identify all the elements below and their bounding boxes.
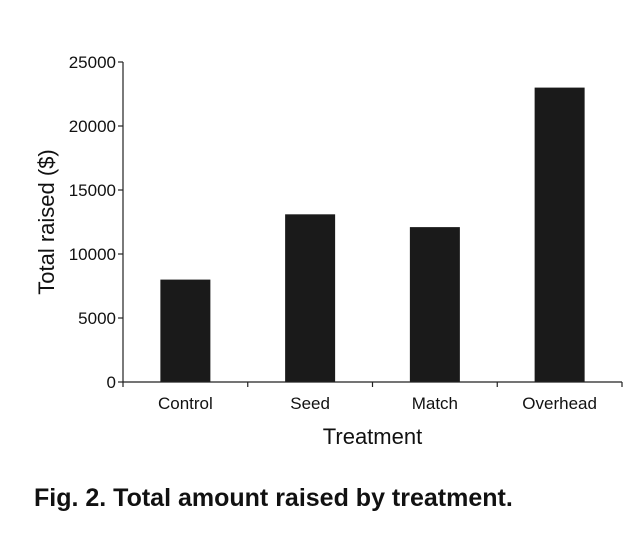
x-tick-label-seed: Seed xyxy=(290,394,330,413)
bar-chart: 0 5000 10000 15000 20000 25000 Control Seed Matc… xyxy=(34,53,623,449)
bar-seed xyxy=(285,214,336,382)
x-tick-label-control: Control xyxy=(158,394,213,413)
y-tick-label-10000: 10000 xyxy=(69,245,116,264)
y-tick-label-25000: 25000 xyxy=(69,53,116,72)
bar-control xyxy=(160,279,211,382)
labels-layer: 0 5000 10000 15000 20000 25000 Control Seed Matc… xyxy=(69,53,597,413)
y-tick-label-15000: 15000 xyxy=(69,181,116,200)
y-tick-label-0: 0 xyxy=(107,373,116,392)
x-axis-title: Treatment xyxy=(323,424,422,449)
figure-caption: Fig. 2. Total amount raised by treatment… xyxy=(34,484,513,512)
y-tick-label-5000: 5000 xyxy=(78,309,116,328)
y-axis-title: Total raised ($) xyxy=(34,149,59,295)
chart-svg: 0 5000 10000 15000 20000 25000 Control Seed Matc… xyxy=(34,53,623,449)
x-tick-label-overhead: Overhead xyxy=(522,394,597,413)
bar-overhead xyxy=(534,87,585,382)
y-tick-label-20000: 20000 xyxy=(69,117,116,136)
axes-layer xyxy=(118,61,623,387)
x-tick-label-match: Match xyxy=(412,394,458,413)
bars-layer xyxy=(160,87,585,382)
bar-match xyxy=(409,227,460,382)
